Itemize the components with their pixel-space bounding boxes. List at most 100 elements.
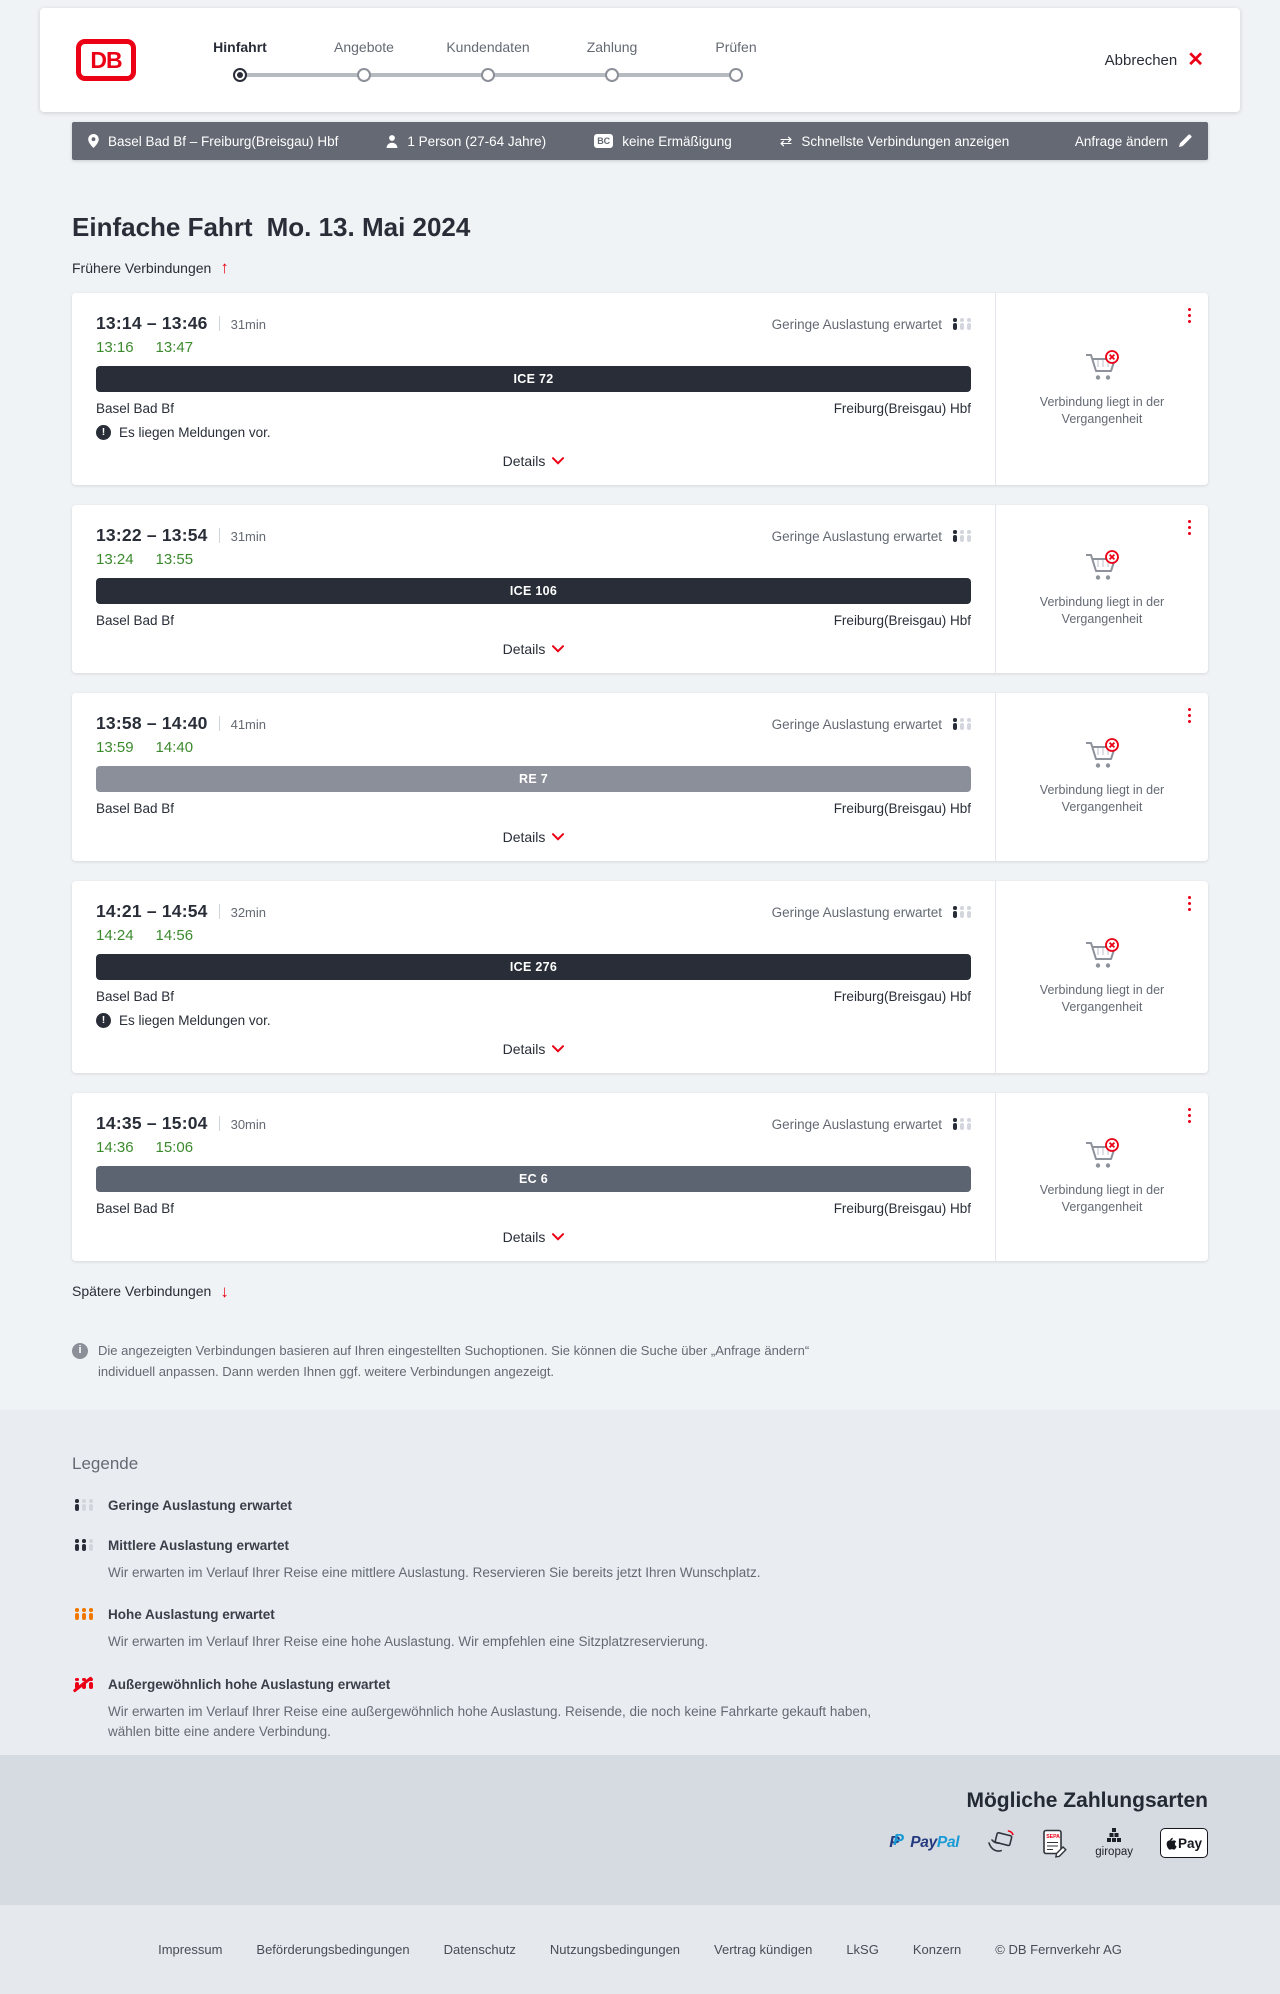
more-options-button[interactable] <box>1185 705 1195 727</box>
details-button[interactable]: Details <box>96 637 971 661</box>
connection-card: 13:22 – 13:54 31min Geringe Auslastung e… <box>72 504 1208 673</box>
arrow-up-icon: ↑ <box>220 258 229 277</box>
realtime-times: 13:16 13:47 <box>96 339 971 356</box>
footer-link[interactable]: Nutzungsbedingungen <box>549 1942 681 1957</box>
origin-station: Basel Bad Bf <box>96 800 175 816</box>
step-circle-icon <box>605 67 619 82</box>
train-label-bar: RE 7 <box>96 765 971 792</box>
legend-description: Wir erwarten im Verlauf Ihrer Reise eine… <box>108 1703 872 1739</box>
dash: – <box>146 1112 157 1133</box>
svg-text:SEPA: SEPA <box>1046 1834 1060 1840</box>
stepper-step: Zahlung <box>488 39 674 82</box>
footer-link[interactable]: Datenschutz <box>443 1942 516 1957</box>
later-connections-link[interactable]: Spätere Verbindungen ↓ <box>72 1281 229 1301</box>
legend-item: Hohe Auslastung erwartet Wir erwarten im… <box>72 1607 1208 1652</box>
occupancy-indicator: Geringe Auslastung erwartet <box>772 529 971 544</box>
divider <box>218 315 220 331</box>
person-icon <box>386 134 398 148</box>
close-icon: ✕ <box>1187 49 1204 71</box>
connection-times: 14:21 – 14:54 <box>96 900 208 921</box>
note-text: Die angezeigten Verbindungen basieren au… <box>98 1343 810 1379</box>
arrow-down-icon: ↓ <box>220 1281 229 1301</box>
realtime-departure: 13:59 <box>96 738 134 756</box>
divider <box>218 903 220 919</box>
legend-item: Außergewöhnlich hohe Auslastung erwartet… <box>72 1677 1208 1743</box>
footer-link[interactable]: Konzern <box>912 1942 962 1957</box>
step-circle-icon <box>233 67 247 82</box>
more-options-button[interactable] <box>1185 1105 1195 1127</box>
chevron-down-icon <box>552 1044 565 1053</box>
legend-label: Mittlere Auslastung erwartet <box>108 1538 290 1553</box>
more-options-button[interactable] <box>1185 305 1195 327</box>
destination-station: Freiburg(Breisgau) Hbf <box>833 400 971 416</box>
cart-unavailable-icon <box>1086 937 1119 968</box>
past-connection-note: Verbindung liegt in der Vergangenheit <box>1039 1182 1165 1215</box>
occupancy-label: Geringe Auslastung erwartet <box>771 1116 942 1132</box>
step-label: Angebote <box>334 38 394 55</box>
details-button[interactable]: Details <box>96 1225 971 1249</box>
details-button[interactable]: Details <box>96 1037 971 1061</box>
legend-section: Legende Geringe Auslastung erwartet Mitt… <box>0 1410 1280 1755</box>
occupancy-icon <box>950 718 971 730</box>
destination-station: Freiburg(Breisgau) Hbf <box>833 988 971 1004</box>
step-label: Prüfen <box>715 38 757 55</box>
realtime-arrival: 14:40 <box>155 738 194 756</box>
page-title: Einfache Fahrt Mo. 13. Mai 2024 <box>72 212 1208 243</box>
edit-search-button[interactable]: Anfrage ändern <box>1075 134 1192 149</box>
chevron-down-icon <box>552 456 565 465</box>
search-options-note: i Die angezeigten Verbindungen basieren … <box>72 1341 1208 1383</box>
realtime-times: 14:36 15:06 <box>96 1139 971 1156</box>
connection-side-panel: Verbindung liegt in der Vergangenheit <box>995 880 1208 1073</box>
stepper-step: Hinfahrt <box>178 39 302 82</box>
realtime-departure: 14:24 <box>96 926 134 944</box>
dash: – <box>146 712 157 733</box>
payment-giropay: giropay <box>1095 1828 1133 1858</box>
origin-station: Basel Bad Bf <box>96 988 175 1004</box>
more-options-button[interactable] <box>1185 893 1195 915</box>
realtime-departure: 13:24 <box>96 550 134 568</box>
payment-applepay: Pay <box>1160 1828 1208 1858</box>
connections-list: 13:14 – 13:46 31min Geringe Auslastung e… <box>72 292 1208 1261</box>
pencil-icon <box>1179 134 1192 147</box>
occupancy-level-icon <box>72 1539 96 1551</box>
sort-summary: ⇄ Schnellste Verbindungen anzeigen <box>779 132 1010 150</box>
footer-link[interactable]: Vertrag kündigen <box>714 1942 813 1957</box>
past-connection-note: Verbindung liegt in der Vergangenheit <box>1039 594 1165 627</box>
step-circle-icon <box>357 67 371 82</box>
cart-unavailable-icon <box>1086 349 1119 380</box>
occupancy-label: Geringe Auslastung erwartet <box>771 904 942 920</box>
cancel-button[interactable]: Abbrechen ✕ <box>1105 50 1204 70</box>
divider <box>218 715 220 731</box>
alert-icon: ! <box>96 1012 111 1028</box>
step-circle-icon <box>729 67 743 82</box>
connection-side-panel: Verbindung liegt in der Vergangenheit <box>995 504 1208 673</box>
connection-side-panel: Verbindung liegt in der Vergangenheit <box>995 692 1208 861</box>
details-button[interactable]: Details <box>96 449 971 473</box>
bahncard-icon: BC <box>594 134 614 148</box>
past-connection-note: Verbindung liegt in der Vergangenheit <box>1039 394 1165 427</box>
realtime-arrival: 13:47 <box>155 338 194 356</box>
footer-link[interactable]: Beförderungsbedingungen <box>256 1942 410 1957</box>
connection-card: 14:21 – 14:54 32min Geringe Auslastung e… <box>72 880 1208 1073</box>
footer-link[interactable]: Impressum <box>158 1942 223 1957</box>
footer-link[interactable]: LkSG <box>846 1942 879 1957</box>
legend-label: Hohe Auslastung erwartet <box>108 1607 275 1623</box>
realtime-arrival: 14:56 <box>155 926 194 944</box>
origin-station: Basel Bad Bf <box>96 612 175 628</box>
occupancy-icon <box>950 1118 971 1130</box>
step-label: Kundendaten <box>446 38 530 55</box>
train-label-bar: ICE 106 <box>96 577 971 604</box>
train-label-bar: EC 6 <box>96 1165 971 1192</box>
train-label-bar: ICE 72 <box>96 365 971 392</box>
more-options-button[interactable] <box>1185 517 1195 539</box>
divider <box>218 527 220 543</box>
details-button[interactable]: Details <box>96 825 971 849</box>
earlier-connections-link[interactable]: Frühere Verbindungen ↑ <box>72 258 229 277</box>
footer: Impressum Beförderungsbedingungen Datens… <box>0 1905 1280 1994</box>
destination-station: Freiburg(Breisgau) Hbf <box>833 800 971 816</box>
payment-title: Mögliche Zahlungsarten <box>966 1789 1208 1812</box>
duration-label: 30min <box>230 1116 267 1132</box>
